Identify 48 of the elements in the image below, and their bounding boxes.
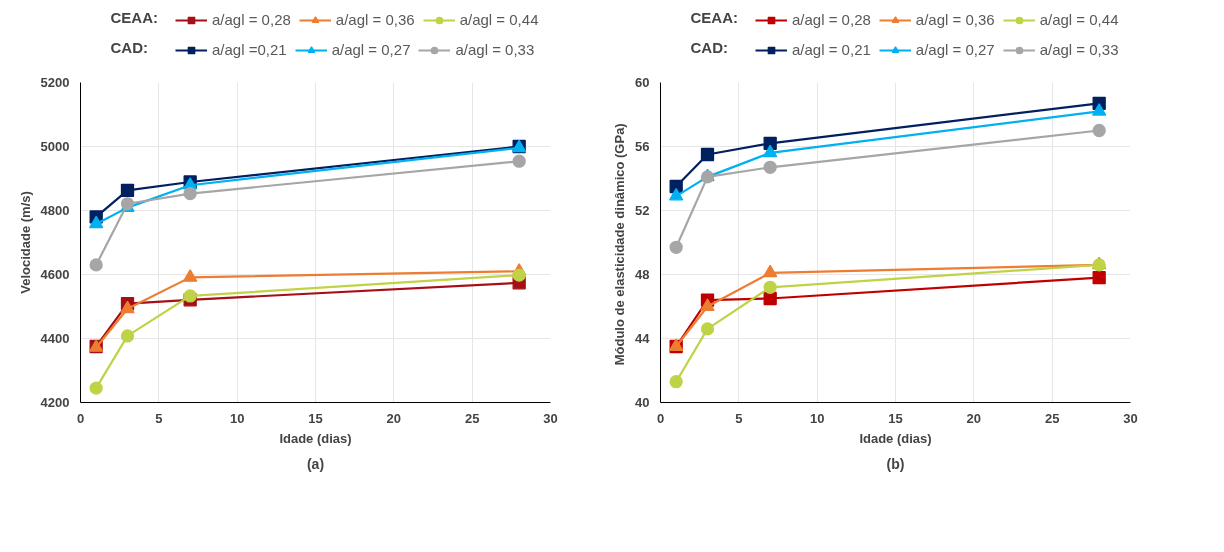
x-tick-label: 30: [543, 410, 558, 426]
legend-label: a/agl = 0,33: [455, 41, 535, 58]
y-tick-label: 4400: [40, 331, 70, 346]
x-tick-label: 0: [656, 410, 665, 426]
legend-label: a/agl = 0,36: [915, 11, 995, 28]
x-tick-label: 10: [229, 410, 245, 426]
y-tick-label: 5000: [40, 139, 70, 154]
y-axis-title: Módulo de elasticidade dinâmico (GPa): [612, 123, 628, 366]
x-tick-label: 15: [308, 410, 323, 426]
y-tick-label: 44: [635, 331, 651, 346]
x-tick-label: 30: [1123, 410, 1138, 426]
x-axis-title: Idade (dias): [279, 430, 352, 446]
legend-label: a/agl = 0,44: [1039, 11, 1119, 28]
y-axis-title: Velocidade (m/s): [17, 191, 33, 294]
text: CEAA:: [690, 9, 738, 26]
legend-label: a/agl = 0,33: [1039, 41, 1119, 58]
x-axis-title: Idade (dias): [859, 430, 932, 446]
y-tick-label: 5200: [40, 75, 70, 90]
legend-label: a/agl = 0,27: [915, 41, 995, 58]
x-tick-label: 5: [155, 410, 163, 426]
legend-label: a/agl = 0,27: [331, 41, 411, 58]
x-tick-label: 20: [966, 410, 982, 426]
y-tick-label: 60: [635, 75, 650, 90]
y-tick-label: 4600: [40, 267, 70, 282]
text: CAD:: [110, 39, 148, 56]
y-tick-label: 4800: [40, 203, 70, 218]
y-tick-label: 56: [635, 139, 650, 154]
legend-label: a/agl =0,21: [212, 41, 287, 58]
x-tick-label: 25: [464, 410, 480, 426]
y-tick-label: 40: [635, 395, 650, 410]
x-tick-label: 10: [809, 410, 825, 426]
y-tick-label: 52: [635, 203, 650, 218]
legend-label: a/agl = 0,28: [792, 11, 871, 28]
x-tick-label: 0: [76, 410, 85, 426]
x-tick-label: 15: [888, 410, 903, 426]
y-tick-label: 48: [635, 267, 650, 282]
text: CAD:: [690, 39, 728, 56]
legend-label: a/agl = 0,36: [335, 11, 415, 28]
legend-label: a/agl = 0,21: [792, 41, 871, 58]
legend-label: a/agl = 0,28: [212, 11, 291, 28]
text: (b): [886, 455, 905, 472]
legend-label: a/agl = 0,44: [459, 11, 539, 28]
x-tick-label: 5: [735, 410, 743, 426]
text: CEAA:: [110, 9, 158, 26]
y-tick-label: 4200: [40, 395, 70, 410]
x-tick-label: 25: [1044, 410, 1060, 426]
x-tick-label: 20: [386, 410, 402, 426]
text: (a): [306, 455, 325, 472]
